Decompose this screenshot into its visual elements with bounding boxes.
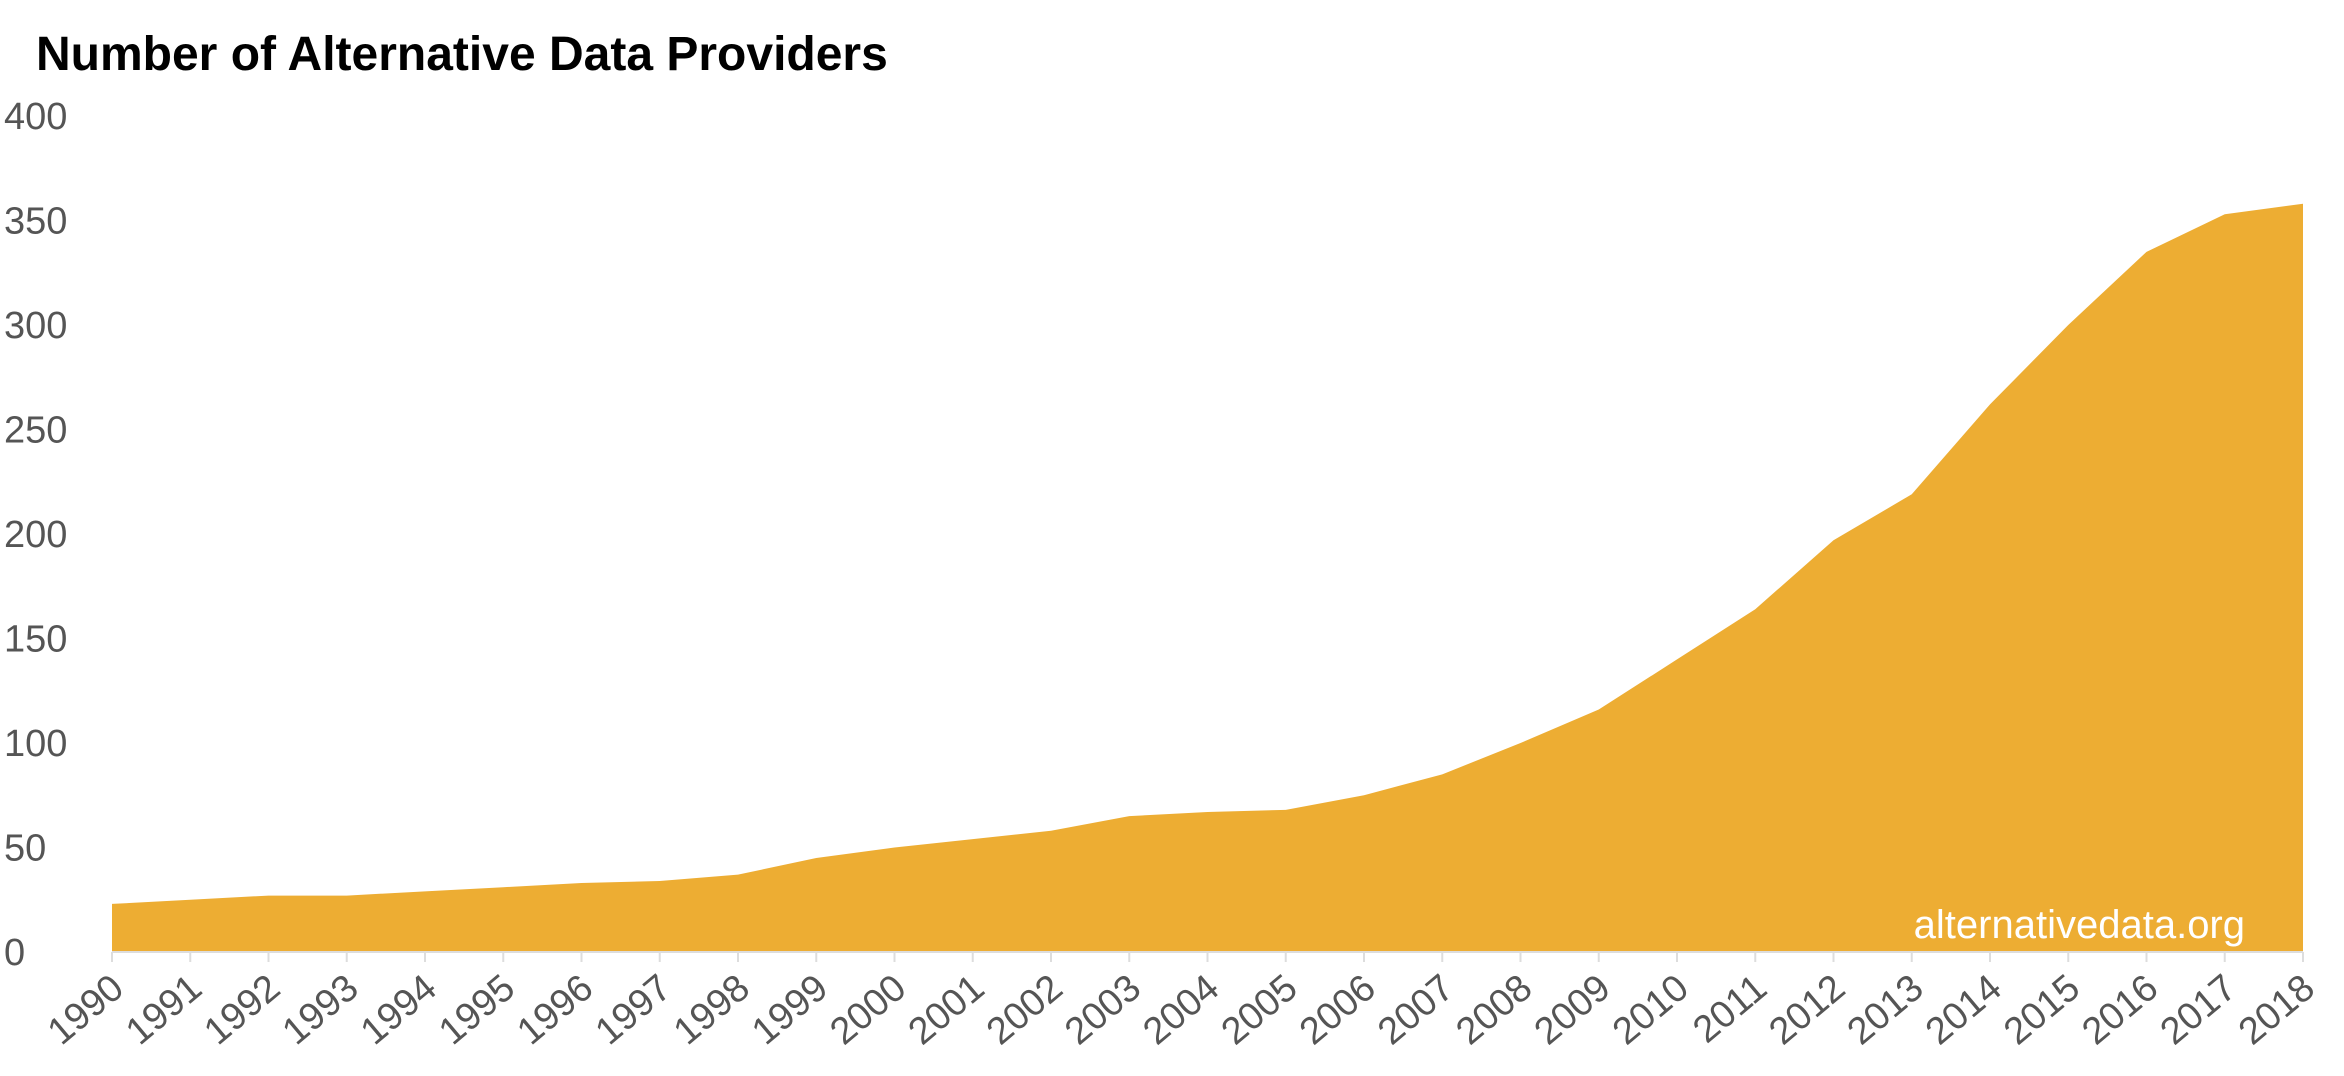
x-tick-label: 2005 xyxy=(1214,967,1306,1054)
y-tick-label: 50 xyxy=(4,828,46,870)
y-tick-label: 200 xyxy=(4,514,67,556)
x-tick-label: 2010 xyxy=(1605,967,1697,1054)
x-tick-label: 2017 xyxy=(2153,967,2245,1054)
x-tick-label: 2000 xyxy=(823,967,915,1054)
y-tick-label: 0 xyxy=(4,932,25,974)
x-tick-label: 2015 xyxy=(1996,967,2088,1054)
x-tick-label: 1999 xyxy=(744,967,836,1054)
x-tick-label: 1998 xyxy=(666,967,758,1054)
x-tick-label: 1992 xyxy=(197,967,289,1054)
x-tick-label: 2009 xyxy=(1527,967,1619,1054)
x-tick-label: 2007 xyxy=(1370,967,1462,1054)
y-axis: 0 50 100 150 200 250 300 350 400 xyxy=(4,96,67,974)
area-layer xyxy=(112,203,2303,952)
x-tick-label: 2003 xyxy=(1057,967,1149,1054)
x-tick-label: 1990 xyxy=(40,967,132,1054)
x-tick-label: 2002 xyxy=(979,967,1071,1054)
y-tick-label: 300 xyxy=(4,305,67,347)
y-tick-label: 350 xyxy=(4,201,67,243)
y-tick-label: 400 xyxy=(4,96,67,138)
x-tick-label: 1994 xyxy=(353,967,445,1054)
x-tick-label: 2004 xyxy=(1136,967,1228,1054)
x-tick-label: 2006 xyxy=(1292,967,1384,1054)
x-tick-label: 2012 xyxy=(1762,967,1854,1054)
y-tick-label: 150 xyxy=(4,619,67,661)
x-tick-label: 1996 xyxy=(510,967,602,1054)
x-tick-label: 1991 xyxy=(118,967,210,1054)
x-tick-label: 2011 xyxy=(1685,967,1775,1052)
x-tick-label: 1993 xyxy=(275,967,367,1054)
x-tick-labels: 1990199119921993199419951996199719981999… xyxy=(40,967,2323,1054)
x-axis xyxy=(111,951,2304,962)
x-tick-label: 2001 xyxy=(901,967,993,1054)
x-tick-label: 1997 xyxy=(588,967,680,1054)
x-tick-label: 2013 xyxy=(1840,967,1932,1054)
area-series-providers xyxy=(112,203,2303,952)
x-tick-label: 2016 xyxy=(2075,967,2167,1054)
chart-title: Number of Alternative Data Providers xyxy=(36,28,888,81)
x-tick-label: 2018 xyxy=(2231,967,2323,1054)
y-tick-label: 250 xyxy=(4,410,67,452)
x-tick-label: 2008 xyxy=(1449,967,1541,1054)
x-tick-label: 1995 xyxy=(431,967,523,1054)
watermark-text: alternativedata.org xyxy=(1914,903,2245,947)
y-tick-label: 100 xyxy=(4,723,67,765)
x-tick-label: 2014 xyxy=(1918,967,2010,1054)
